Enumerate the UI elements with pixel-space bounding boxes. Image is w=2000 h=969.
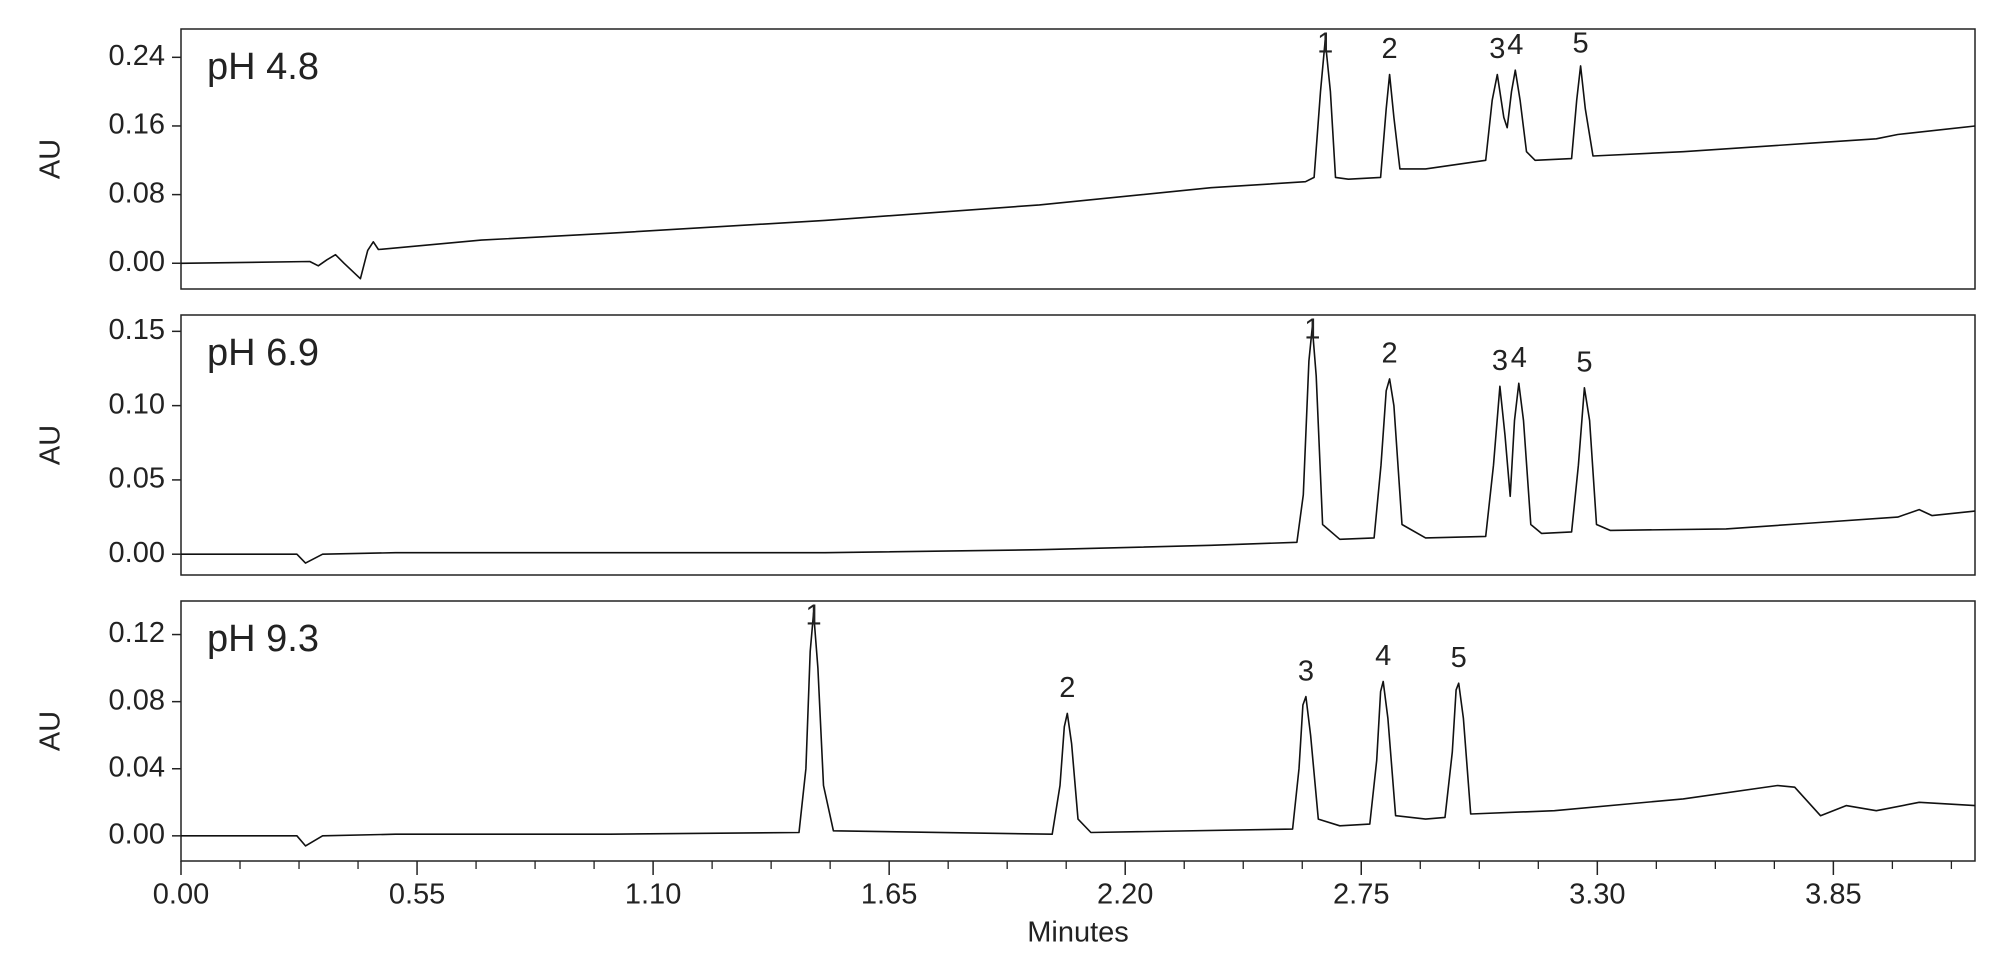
x-tick-label: 1.65 bbox=[861, 879, 917, 911]
trace bbox=[181, 611, 1976, 847]
x-tick-label: 2.75 bbox=[1333, 879, 1389, 911]
x-tick-label: 0.55 bbox=[389, 879, 445, 911]
peak-label: 4 bbox=[1375, 640, 1391, 672]
y-tick-label: 0.16 bbox=[109, 109, 165, 141]
plot-frame bbox=[180, 600, 1976, 862]
peak-label: 4 bbox=[1507, 29, 1523, 61]
y-tick-label: 0.00 bbox=[109, 818, 165, 850]
y-tick-label: 0.24 bbox=[109, 40, 165, 72]
plot-frame bbox=[180, 314, 1976, 576]
peak-label: 3 bbox=[1492, 345, 1508, 377]
panel-label: pH 9.3 bbox=[207, 618, 319, 660]
y-axis-label: AU bbox=[35, 711, 67, 751]
y-tick-label: 0.12 bbox=[109, 617, 165, 649]
y-tick-label: 0.15 bbox=[109, 314, 165, 346]
y-tick-label: 0.08 bbox=[109, 684, 165, 716]
peak-label: 3 bbox=[1489, 33, 1505, 65]
peak-label: 5 bbox=[1576, 346, 1592, 378]
x-tick-label: 0.00 bbox=[153, 879, 209, 911]
y-tick-label: 0.00 bbox=[109, 537, 165, 569]
x-tick-label: 3.85 bbox=[1805, 879, 1861, 911]
peak-label: 1 bbox=[1317, 28, 1333, 60]
peak-label: 5 bbox=[1451, 642, 1467, 674]
trace bbox=[180, 39, 1976, 280]
peak-label: 5 bbox=[1573, 28, 1589, 60]
peak-label: 2 bbox=[1382, 33, 1398, 65]
peak-label: 4 bbox=[1511, 342, 1527, 374]
panel-label: pH 4.8 bbox=[207, 46, 319, 88]
peak-label: 2 bbox=[1059, 672, 1075, 704]
y-tick-label: 0.04 bbox=[109, 751, 165, 783]
peak-label: 1 bbox=[806, 600, 822, 632]
y-axis-label: AU bbox=[35, 425, 67, 465]
x-axis-label: Minutes bbox=[1027, 917, 1129, 949]
x-tick-label: 3.30 bbox=[1569, 879, 1625, 911]
peak-label: 3 bbox=[1298, 655, 1314, 687]
y-tick-label: 0.05 bbox=[109, 463, 165, 495]
y-tick-label: 0.00 bbox=[109, 246, 165, 278]
y-tick-label: 0.08 bbox=[109, 177, 165, 209]
panel-label: pH 6.9 bbox=[207, 332, 319, 374]
y-tick-label: 0.10 bbox=[109, 388, 165, 420]
peak-label: 2 bbox=[1382, 338, 1398, 370]
y-axis-label: AU bbox=[35, 139, 67, 179]
x-tick-label: 2.20 bbox=[1097, 879, 1153, 911]
peak-label: 1 bbox=[1304, 314, 1320, 346]
plot-frame bbox=[180, 28, 1976, 290]
x-tick-label: 1.10 bbox=[625, 879, 681, 911]
trace bbox=[181, 326, 1976, 564]
